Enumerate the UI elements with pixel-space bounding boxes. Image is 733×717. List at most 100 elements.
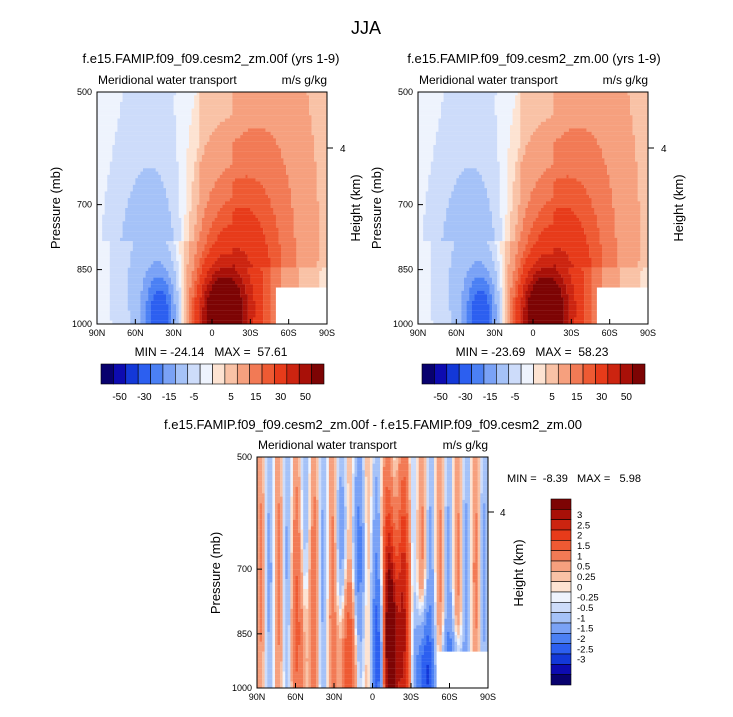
- field-cell: [270, 513, 273, 516]
- field-cell: [179, 291, 182, 294]
- field-cell: [232, 278, 242, 281]
- field-cell: [444, 231, 495, 234]
- field-cell: [419, 533, 422, 536]
- field-cell: [370, 549, 373, 552]
- field-cell: [303, 490, 308, 493]
- field-cell: [383, 474, 391, 477]
- field-cell: [344, 553, 347, 556]
- field-cell: [202, 158, 233, 161]
- field-cell: [455, 546, 458, 549]
- field-cell: [460, 559, 463, 562]
- field-cell: [275, 559, 278, 562]
- field-cell: [396, 576, 399, 579]
- field-cell: [293, 487, 296, 490]
- field-cell: [513, 198, 521, 201]
- field-cell: [112, 152, 176, 155]
- field-cell: [429, 569, 434, 572]
- field-cell: [293, 490, 296, 493]
- field-cell: [317, 165, 327, 168]
- field-cell: [311, 536, 316, 539]
- field-cell: [592, 281, 602, 284]
- field-cell: [460, 464, 463, 467]
- field-cell: [194, 175, 199, 178]
- field-cell: [204, 148, 232, 151]
- field-cell: [220, 208, 235, 211]
- field-cell: [267, 526, 270, 529]
- field-cell: [470, 546, 473, 549]
- field-cell: [110, 281, 128, 284]
- field-cell: [569, 254, 590, 257]
- field-cell: [265, 579, 268, 582]
- field-cell: [490, 248, 498, 251]
- field-cell: [460, 546, 463, 549]
- field-cell: [452, 490, 455, 493]
- field-cell: [319, 235, 327, 238]
- field-cell: [329, 563, 332, 566]
- field-cell: [414, 549, 417, 552]
- field-cell: [311, 480, 316, 483]
- field-cell: [316, 487, 319, 490]
- field-cell: [367, 556, 370, 559]
- field-cell: [321, 480, 326, 483]
- field-cell: [370, 460, 373, 463]
- field-cell: [265, 576, 268, 579]
- field-cell: [449, 307, 462, 310]
- field-cell: [515, 307, 520, 310]
- field-cell: [418, 281, 431, 284]
- field-cell: [199, 168, 225, 171]
- field-cell: [490, 304, 493, 307]
- field-cell: [462, 513, 465, 516]
- field-cell: [520, 317, 523, 320]
- field-cell: [299, 268, 322, 271]
- field-cell: [510, 225, 515, 228]
- field-cell: [462, 474, 465, 477]
- field-cell: [520, 165, 551, 168]
- field-cell: [500, 198, 508, 201]
- field-cell: [285, 549, 288, 552]
- field-cell: [467, 569, 470, 572]
- field-cell: [296, 513, 299, 516]
- field-cell: [314, 158, 327, 161]
- field-cell: [533, 264, 554, 267]
- field-cell: [460, 516, 463, 519]
- field-cell: [462, 490, 465, 493]
- field-cell: [373, 477, 376, 480]
- field-cell: [169, 311, 172, 314]
- field-cell: [342, 566, 345, 569]
- field-cell: [424, 566, 427, 569]
- field-cell: [434, 539, 437, 542]
- field-cell: [398, 520, 401, 523]
- field-cell: [322, 268, 327, 271]
- field-cell: [184, 244, 189, 247]
- field-cell: [507, 278, 512, 281]
- field-cell: [620, 271, 641, 274]
- field-cell: [442, 543, 445, 546]
- field-cell: [497, 128, 510, 131]
- field-cell: [308, 520, 311, 523]
- field-cell: [444, 467, 447, 470]
- field-cell: [406, 493, 409, 496]
- field-cell: [275, 530, 278, 533]
- field-cell: [319, 533, 322, 536]
- field-cell: [564, 311, 569, 314]
- field-cell: [452, 553, 455, 556]
- field-cell: [355, 579, 358, 582]
- field-cell: [470, 457, 473, 460]
- field-cell: [380, 546, 383, 549]
- field-cell: [283, 553, 286, 556]
- field-cell: [541, 175, 567, 178]
- field-cell: [385, 464, 390, 467]
- field-cell: [478, 477, 481, 480]
- field-cell: [640, 225, 648, 228]
- field-cell: [536, 261, 572, 264]
- field-cell: [449, 579, 452, 582]
- field-cell: [461, 301, 466, 304]
- field-cell: [444, 470, 447, 473]
- field-cell: [334, 523, 337, 526]
- field-cell: [497, 135, 510, 138]
- field-cell: [437, 510, 440, 513]
- field-cell: [306, 546, 309, 549]
- field-cell: [434, 579, 437, 582]
- field-cell: [497, 142, 510, 145]
- field-cell: [507, 158, 517, 161]
